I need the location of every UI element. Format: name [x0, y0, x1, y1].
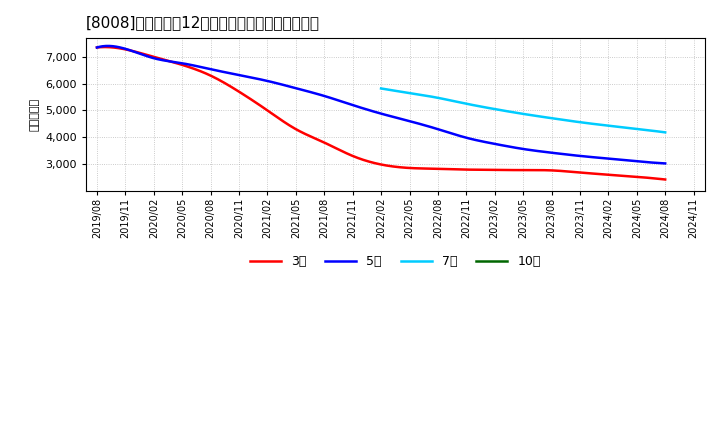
5年 — [104, 43, 112, 48]
3年 — [101, 44, 109, 50]
7年 — [546, 115, 554, 121]
3年 — [559, 169, 568, 174]
3年 — [432, 166, 441, 172]
3年 — [661, 177, 670, 182]
5年 — [648, 160, 657, 165]
7年 — [531, 113, 539, 118]
3年 — [648, 176, 657, 181]
7年 — [610, 124, 618, 129]
Text: [8008]　経常利益12か月移動合計の平均値の推移: [8008] 経常利益12か月移動合計の平均値の推移 — [86, 15, 320, 30]
Legend: 3年, 5年, 7年, 10年: 3年, 5年, 7年, 10年 — [245, 250, 546, 273]
Y-axis label: （百万円）: （百万円） — [30, 98, 40, 131]
5年 — [93, 45, 102, 50]
3年 — [401, 165, 410, 170]
5年 — [367, 108, 376, 114]
7年 — [377, 86, 385, 91]
Line: 5年: 5年 — [97, 46, 665, 163]
Line: 3年: 3年 — [97, 47, 665, 180]
Line: 7年: 7年 — [381, 88, 665, 132]
5年 — [661, 161, 670, 166]
7年 — [513, 110, 522, 116]
5年 — [401, 117, 410, 123]
7年 — [661, 130, 670, 135]
5年 — [364, 107, 372, 113]
3年 — [367, 160, 376, 165]
5年 — [432, 126, 441, 131]
3年 — [93, 45, 102, 50]
3年 — [364, 159, 372, 164]
7年 — [654, 129, 662, 134]
5年 — [559, 151, 568, 157]
7年 — [512, 110, 521, 115]
